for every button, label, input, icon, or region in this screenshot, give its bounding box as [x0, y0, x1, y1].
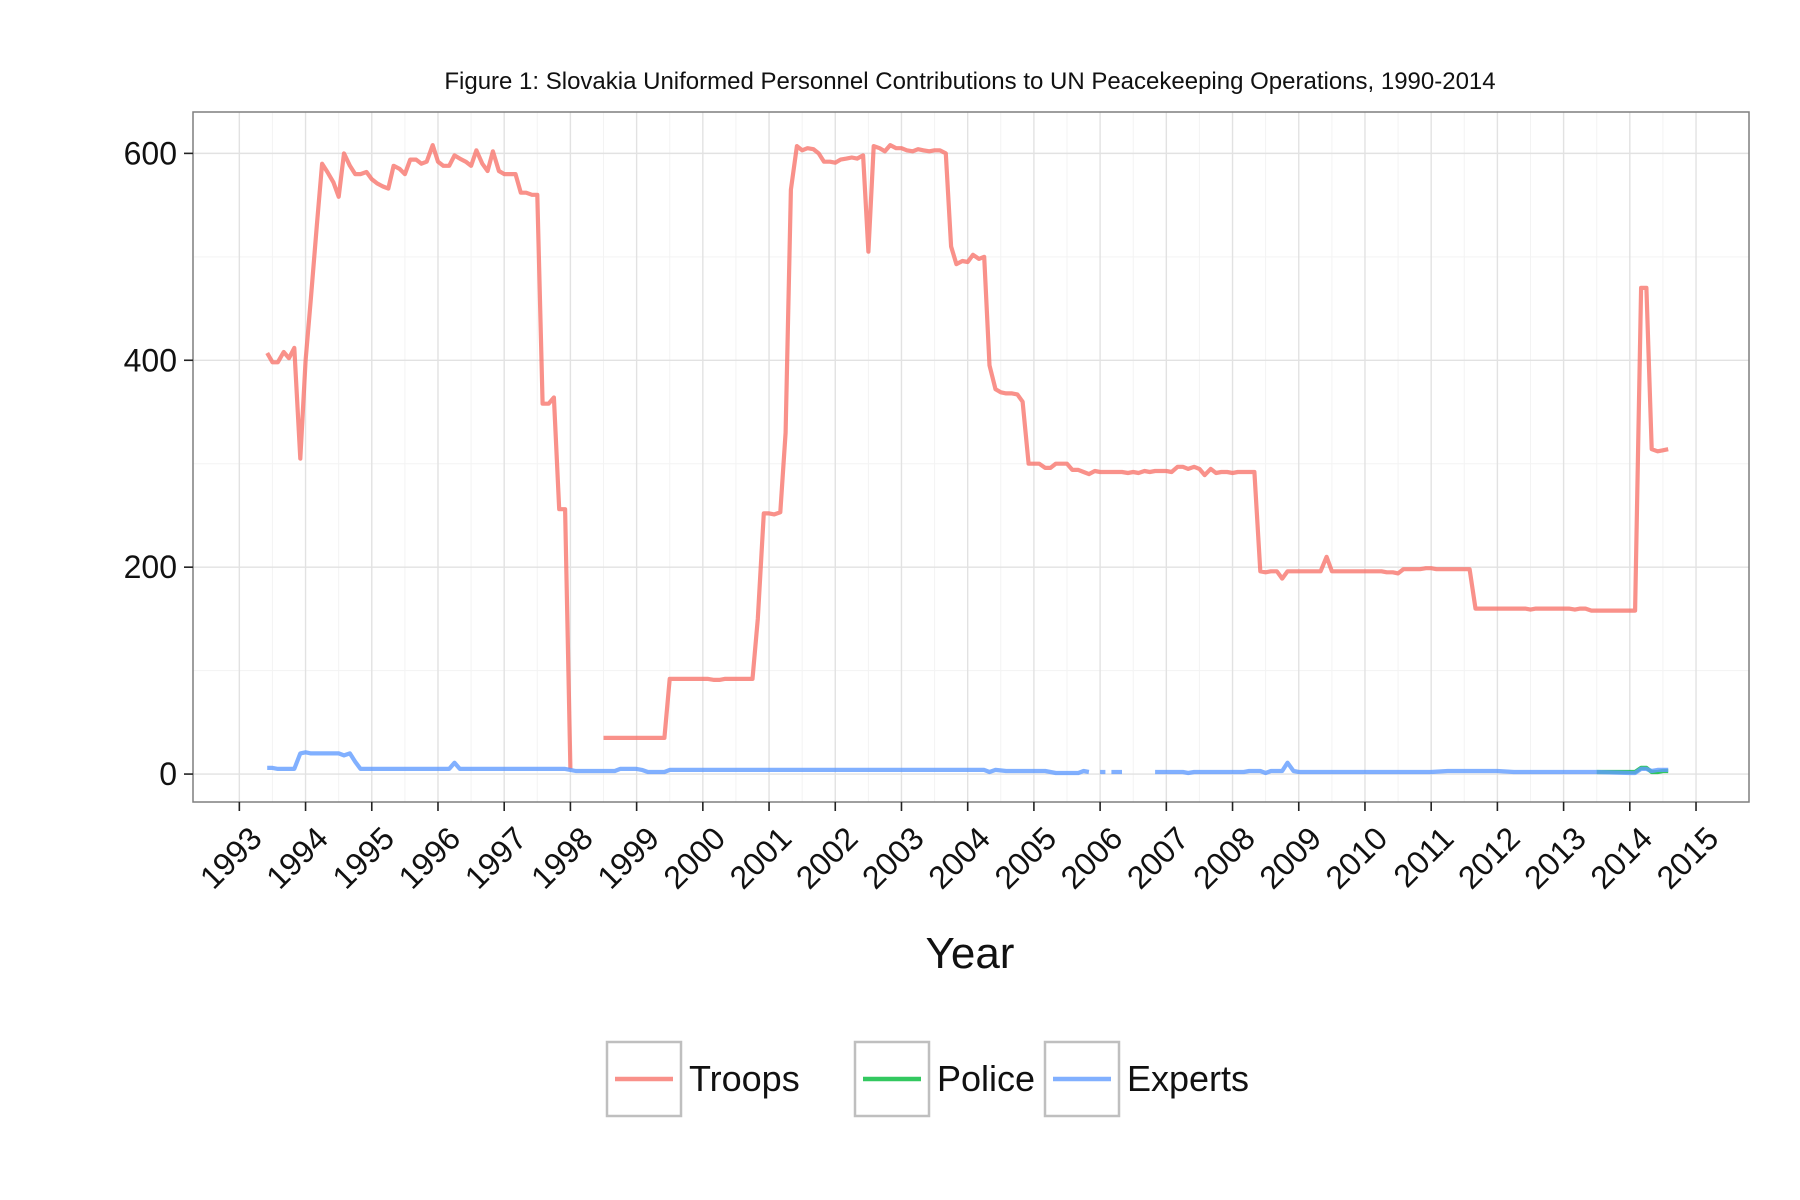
legend-label: Police — [937, 1058, 1035, 1099]
series-lines — [265, 143, 1669, 776]
legend-item-troops: Troops — [605, 1040, 800, 1118]
x-axis-title: Year — [926, 929, 1015, 978]
series-line-troops — [265, 143, 573, 769]
series-line-experts — [267, 750, 1090, 776]
legend-item-experts: Experts — [1043, 1040, 1249, 1118]
y-axis: 0 200 400 600 — [124, 135, 193, 792]
series-line-experts — [1155, 760, 1669, 776]
y-tick-label: 200 — [124, 549, 177, 585]
series-line-troops — [603, 143, 1669, 740]
legend-label: Experts — [1127, 1058, 1249, 1099]
grid-major — [193, 112, 1749, 802]
legend: Troops Police Experts — [605, 1040, 1249, 1118]
y-tick-label: 0 — [159, 756, 177, 792]
y-tick-label: 600 — [124, 135, 177, 171]
chart-title: Figure 1: Slovakia Uniformed Personnel C… — [444, 68, 1495, 95]
plot-panel — [193, 112, 1749, 802]
legend-label: Troops — [689, 1058, 800, 1099]
plot-border — [192, 111, 1750, 803]
y-tick-label: 400 — [124, 342, 177, 378]
grid-minor — [193, 112, 1749, 802]
legend-item-police: Police — [853, 1040, 1035, 1118]
